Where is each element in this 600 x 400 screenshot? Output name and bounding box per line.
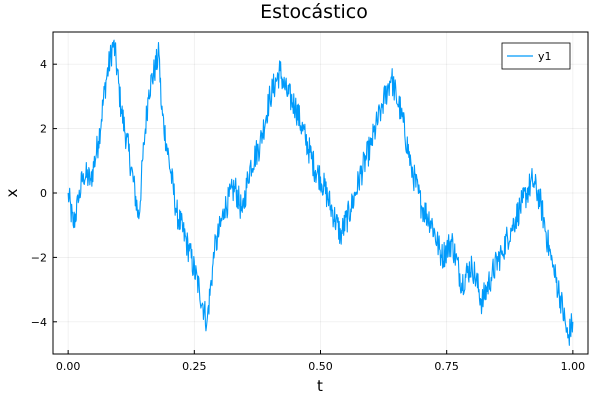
y-tick-label: 0 bbox=[40, 187, 47, 200]
x-axis-label: t bbox=[317, 377, 323, 395]
grid bbox=[53, 32, 588, 354]
x-tick-label: 1.00 bbox=[561, 360, 586, 373]
x-tick-label: 0.75 bbox=[434, 360, 459, 373]
y-tick-label: 2 bbox=[40, 123, 47, 136]
y-tick-label: 4 bbox=[40, 58, 47, 71]
plot-area bbox=[67, 39, 574, 346]
y-tick-label: −4 bbox=[31, 316, 47, 329]
y-axis-label: x bbox=[3, 188, 21, 197]
legend: y1 bbox=[501, 42, 571, 70]
series-line-y1 bbox=[67, 39, 574, 346]
y-tick-label: −2 bbox=[31, 251, 47, 264]
chart-title: Estocástico bbox=[260, 1, 368, 23]
legend-label-y1: y1 bbox=[538, 50, 552, 63]
axis-ticks: 0.00 0.25 0.50 0.75 1.00 −4 −2 0 2 4 bbox=[31, 58, 585, 373]
x-tick-label: 0.50 bbox=[308, 360, 333, 373]
x-tick-label: 0.25 bbox=[182, 360, 207, 373]
x-tick-label: 0.00 bbox=[56, 360, 81, 373]
